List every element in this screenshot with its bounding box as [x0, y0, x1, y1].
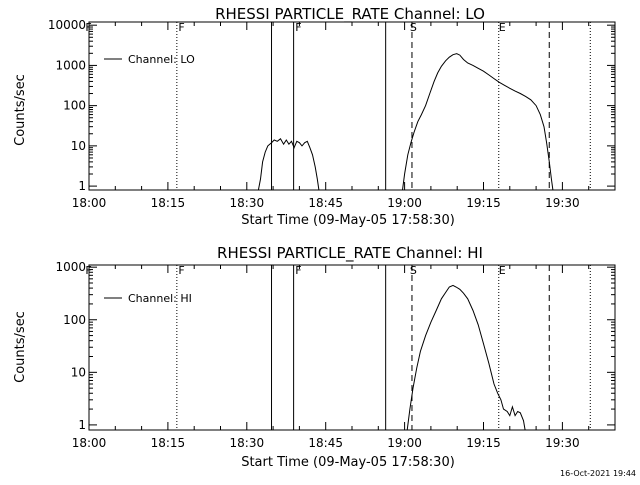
x-tick-label: 18:15: [151, 436, 186, 450]
marker-s-lo: S: [410, 21, 417, 34]
x-axis-label-lo: Start Time (09-May-05 17:58:30): [241, 213, 455, 228]
legend-label-lo: Channel: LO: [128, 53, 195, 66]
series-line-lo-seg1: [402, 53, 554, 191]
marker-s-hi: S: [410, 264, 417, 277]
y-tick-label: 1000: [55, 58, 86, 72]
x-tick-label: 18:30: [230, 436, 265, 450]
marker-f-hi: F: [85, 264, 91, 277]
marker-f-lo: F: [295, 21, 301, 34]
x-tick-label: 18:45: [308, 196, 343, 210]
x-tick-label: 18:00: [72, 196, 107, 210]
chart-lo: RHESSI PARTICLE_RATE Channel: LO F F F S E 1…: [13, 5, 616, 228]
series-line-hi-seg0: [406, 284, 526, 431]
x-axis-ticks-lo: 18:00 18:15 18:30 18:45 19:00 19:15 19:30: [72, 22, 616, 210]
chart-title-hi: RHESSI PARTICLE_RATE Channel: HI: [217, 244, 483, 263]
x-tick-label: 19:00: [387, 196, 422, 210]
y-tick-label: 100: [63, 99, 86, 113]
marker-f-lo: F: [85, 21, 91, 34]
x-tick-label: 18:15: [151, 196, 186, 210]
x-tick-label: 19:30: [545, 196, 580, 210]
event-lines-lo: [176, 22, 591, 190]
x-tick-label: 18:45: [308, 436, 343, 450]
marker-f-lo: F: [178, 21, 184, 34]
series-line-lo-seg0: [257, 138, 320, 191]
marker-f-hi: F: [295, 264, 301, 277]
x-tick-label: 19:15: [466, 436, 501, 450]
chart-hi: RHESSI PARTICLE_RATE Channel: HI F F F S E 1…: [13, 244, 616, 470]
marker-f-hi: F: [178, 264, 184, 277]
y-axis-label-hi: Counts/sec: [13, 311, 28, 383]
x-tick-label: 19:00: [387, 436, 422, 450]
plot-frame-hi: [88, 264, 616, 431]
series-lo: [257, 53, 554, 191]
y-axis-ticks-hi: 1 10 100 1000: [55, 260, 615, 432]
legend-lo: Channel: LO: [104, 53, 195, 66]
x-tick-label: 18:30: [230, 196, 265, 210]
y-tick-label: 10000: [48, 18, 86, 32]
y-axis-ticks-lo: 1 10 100 1000 10000: [48, 18, 615, 193]
x-tick-label: 19:30: [545, 436, 580, 450]
x-tick-label: 19:15: [466, 196, 501, 210]
event-lines-hi: [176, 265, 591, 430]
y-tick-label: 1: [78, 418, 86, 432]
x-axis-ticks-hi: 18:00 18:15 18:30 18:45 19:00 19:15 19:30: [72, 265, 616, 450]
y-tick-label: 10: [71, 365, 86, 379]
y-tick-label: 100: [63, 313, 86, 327]
date-stamp: 16-Oct-2021 19:44: [560, 469, 636, 478]
legend-label-hi: Channel: HI: [128, 292, 192, 305]
x-axis-label-hi: Start Time (09-May-05 17:58:30): [241, 455, 455, 470]
legend-hi: Channel: HI: [104, 292, 192, 305]
chart-title-lo: RHESSI PARTICLE_RATE Channel: LO: [215, 5, 485, 24]
y-tick-label: 1: [78, 179, 86, 193]
marker-e-hi: E: [499, 264, 506, 277]
x-tick-label: 18:00: [72, 436, 107, 450]
y-tick-label: 1000: [55, 260, 86, 274]
y-axis-label-lo: Counts/sec: [13, 74, 28, 146]
y-tick-label: 10: [71, 139, 86, 153]
series-hi: [406, 284, 526, 431]
marker-e-lo: E: [499, 21, 506, 34]
